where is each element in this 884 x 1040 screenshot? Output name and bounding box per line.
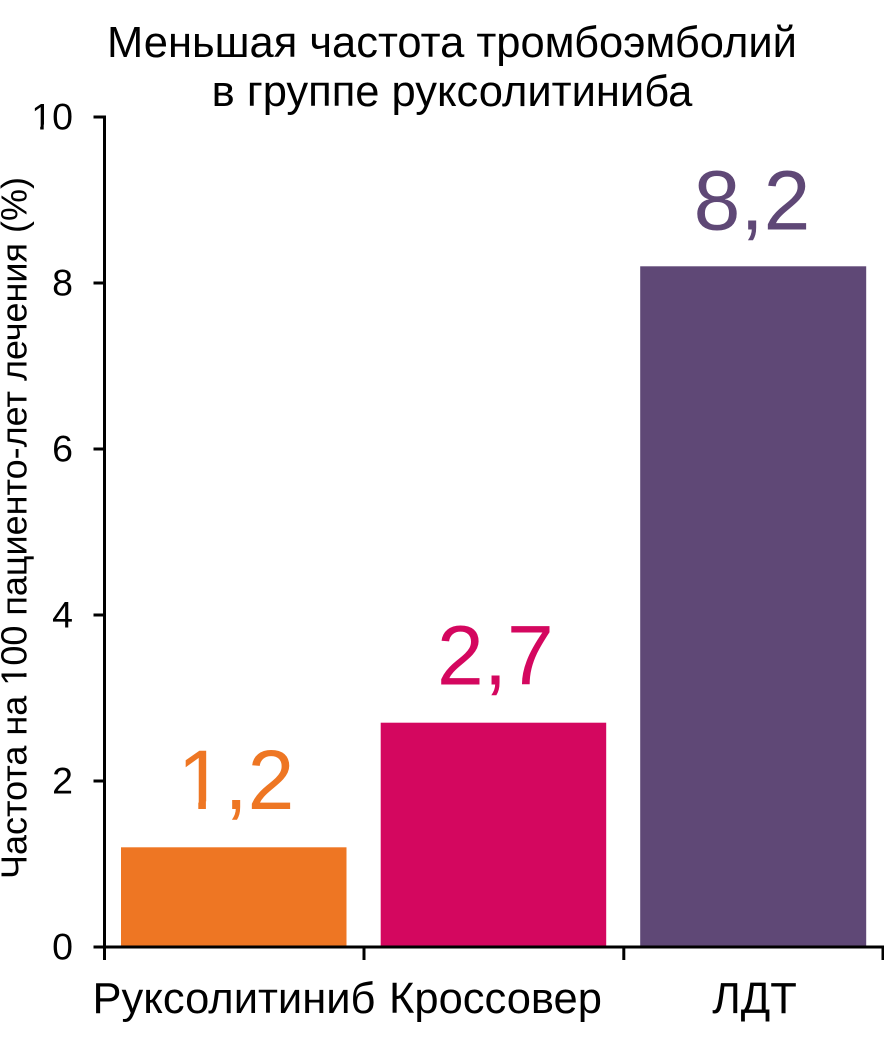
svg-text:4: 4 [52,593,73,635]
svg-text:2,7: 2,7 [437,609,554,703]
svg-text:6: 6 [52,427,73,469]
svg-text:8: 8 [52,261,73,303]
svg-text:8,2: 8,2 [694,154,811,248]
svg-text:10: 10 [31,95,73,137]
svg-text:Кроссовер: Кроссовер [389,975,602,1023]
svg-text:Руксолитиниб: Руксолитиниб [93,975,376,1023]
svg-text:1,2: 1,2 [178,733,295,827]
svg-text:Частота на 100 пациенто-лет ле: Частота на 100 пациенто-лет лечения (%) [0,177,35,879]
svg-text:в группе руксолитиниба: в группе руксолитиниба [212,68,693,116]
svg-text:0: 0 [52,925,73,967]
svg-text:2: 2 [52,759,73,801]
svg-text:ЛДТ: ЛДТ [712,975,797,1023]
svg-text:Меньшая частота тромбоэмболий: Меньшая частота тромбоэмболий [107,19,797,67]
